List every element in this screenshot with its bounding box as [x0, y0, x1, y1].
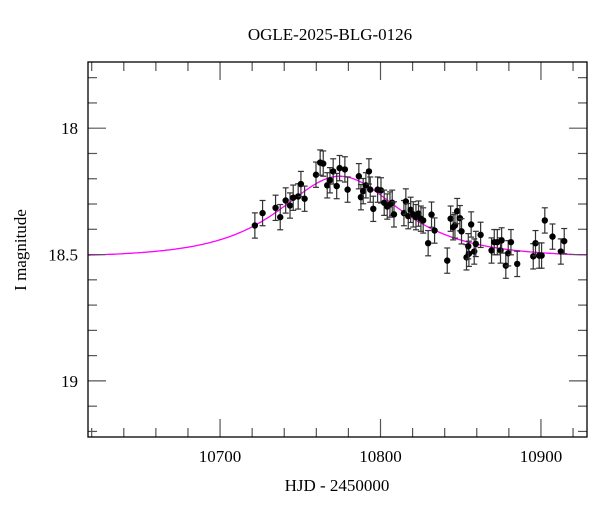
plot-area [88, 149, 587, 279]
data-point [344, 176, 351, 203]
data-point [333, 172, 340, 200]
x-tick-label: 10800 [359, 447, 402, 466]
data-point [465, 240, 473, 268]
data-point [312, 161, 320, 188]
y-tick-label: 18 [61, 119, 78, 138]
data-point [557, 238, 565, 265]
data-point [336, 154, 343, 182]
data-point [549, 223, 556, 250]
data-point [561, 227, 568, 255]
data-point [428, 201, 435, 228]
data-point [326, 167, 334, 194]
data-point [286, 192, 294, 219]
data-point [538, 242, 545, 269]
x-axis-label: HJD - 2450000 [285, 476, 390, 495]
x-tick-label: 10700 [199, 447, 242, 466]
data-point [477, 221, 484, 249]
data-point [370, 195, 377, 223]
data-point [282, 187, 289, 214]
data-point [419, 207, 427, 234]
data-point [507, 228, 515, 256]
axis-ticks [88, 62, 587, 437]
data-point [380, 189, 388, 216]
y-axis-label: I magnitude [11, 209, 30, 291]
y-tick-label: 19 [61, 372, 78, 391]
data-point [259, 199, 266, 227]
data-point [458, 218, 465, 245]
data-point [467, 211, 475, 238]
data-point [251, 212, 259, 239]
data-point [384, 193, 391, 220]
data-point [365, 158, 373, 185]
plot-frame [87, 61, 588, 438]
data-point [290, 184, 297, 211]
data-point [277, 203, 284, 231]
data-point [377, 177, 385, 204]
chart-title: OGLE-2025-BLG-0126 [248, 25, 412, 44]
data-point [465, 232, 472, 260]
data-point [359, 177, 367, 205]
x-tick-labels: 10700 10800 10900 [199, 447, 562, 466]
data-point [320, 150, 327, 177]
data-point [444, 247, 451, 274]
data-point [367, 176, 374, 203]
y-tick-labels: 18 18.5 19 [48, 119, 78, 391]
data-point [514, 250, 521, 278]
data-point [424, 229, 432, 257]
data-point [341, 156, 349, 183]
data-points [251, 149, 568, 279]
data-point [390, 201, 398, 228]
data-point [301, 185, 308, 212]
data-point [324, 172, 331, 199]
y-tick-label: 18.5 [48, 246, 78, 265]
data-point [541, 207, 549, 234]
data-point [272, 194, 279, 222]
data-point [472, 230, 480, 258]
data-point [498, 227, 505, 254]
x-tick-label: 10900 [520, 447, 563, 466]
data-point [431, 217, 438, 244]
